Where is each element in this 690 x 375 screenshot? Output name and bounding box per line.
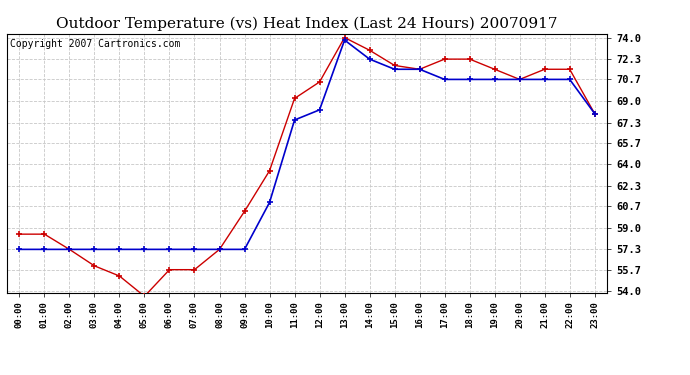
- Title: Outdoor Temperature (vs) Heat Index (Last 24 Hours) 20070917: Outdoor Temperature (vs) Heat Index (Las…: [57, 17, 558, 31]
- Text: Copyright 2007 Cartronics.com: Copyright 2007 Cartronics.com: [10, 39, 180, 49]
